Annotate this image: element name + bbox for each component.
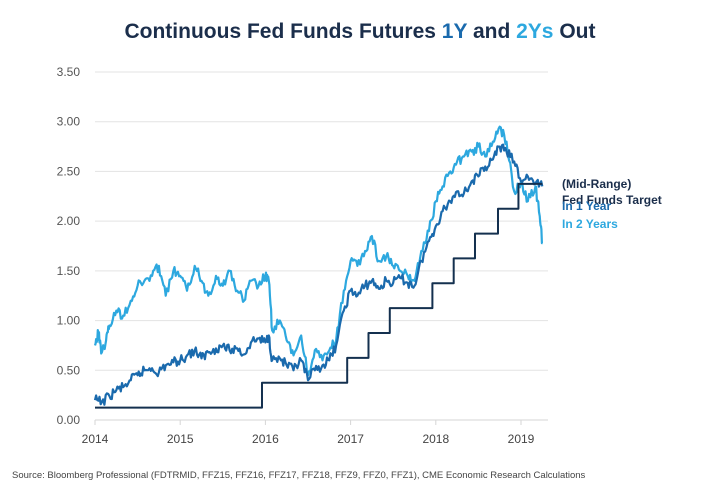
y-tick-label: 3.50	[57, 65, 81, 79]
x-axis: 2014 2015 2016 2017 2018 2019	[82, 419, 548, 446]
y-tick-label: 0.00	[57, 413, 81, 427]
y-tick-label: 1.00	[57, 314, 81, 328]
x-tick-label: 2017	[337, 432, 364, 446]
x-tick-label: 2014	[82, 432, 109, 446]
legend-item-target: (Mid-Range) Fed Funds Target	[562, 176, 662, 208]
x-tick-label: 2015	[167, 432, 194, 446]
y-tick-label: 3.00	[57, 115, 81, 129]
title-part-3: and	[467, 20, 517, 43]
legend-label-1y: In 1 Year	[562, 199, 612, 213]
legend-item-2y: In 2 Years	[562, 217, 618, 231]
legend-label-target-line2: Fed Funds Target	[562, 193, 662, 207]
legend-item-1y: In 1 Year	[562, 199, 611, 213]
series-1y-line	[93, 143, 544, 406]
title-part-1y: 1Y	[441, 20, 468, 43]
legend-label-2y: In 2 Years	[562, 217, 618, 231]
series-lines	[93, 125, 544, 409]
y-axis: 0.00 0.50 1.00 1.50 2.00 2.50 3.00 3.50	[57, 65, 81, 427]
series-2y-line	[93, 125, 543, 377]
y-tick-label: 1.50	[57, 264, 81, 278]
x-tick-label: 2016	[252, 432, 279, 446]
title-part-1: Continuous Fed Funds Futures	[124, 20, 442, 43]
y-tick-label: 2.50	[57, 164, 81, 178]
chart-title: Continuous Fed Funds Futures 1Y and 2Ys …	[0, 20, 720, 44]
series-target-line	[95, 182, 543, 409]
y-tick-label: 2.00	[57, 214, 81, 228]
legend-label-target-line1: (Mid-Range)	[562, 177, 632, 191]
title-part-5: Out	[553, 20, 596, 43]
y-tick-label: 0.50	[57, 363, 81, 377]
x-tick-label: 2018	[422, 432, 449, 446]
x-tick-label: 2019	[508, 432, 535, 446]
source-note: Source: Bloomberg Professional (FDTRMID,…	[12, 470, 586, 481]
title-part-2ys: 2Ys	[516, 20, 554, 43]
